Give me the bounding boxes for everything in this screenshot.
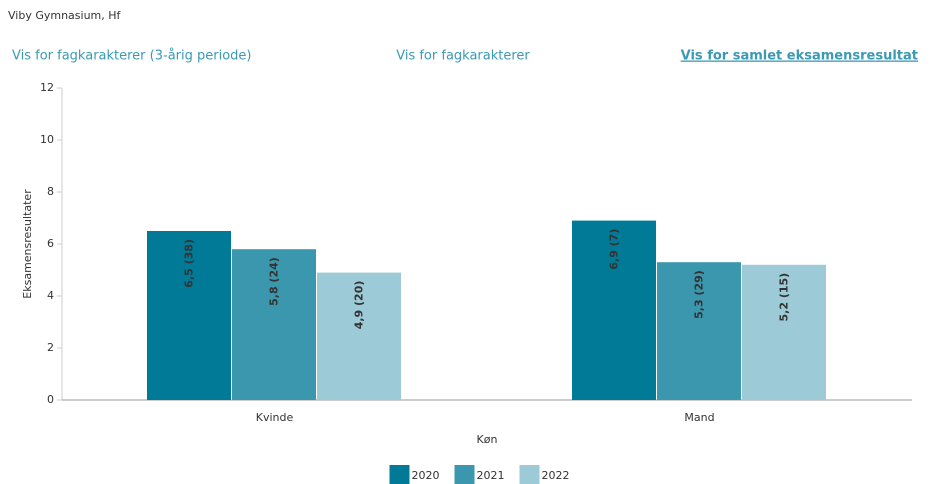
- x-axis-label: Køn: [477, 433, 498, 446]
- bar: [657, 262, 741, 400]
- legend-label: 2021: [477, 469, 505, 482]
- legend-label: 2020: [412, 469, 440, 482]
- y-tick-label: 6: [47, 237, 54, 250]
- data-label: 4,9 (20): [353, 281, 366, 330]
- y-tick-label: 12: [40, 81, 54, 94]
- bar: [317, 272, 401, 400]
- y-tick-label: 8: [47, 185, 54, 198]
- data-label: 5,3 (29): [693, 270, 706, 319]
- data-label: 5,8 (24): [268, 257, 281, 306]
- y-tick-label: 0: [47, 393, 54, 406]
- tab[interactable]: Vis for fagkarakterer (3-årig periode): [12, 49, 251, 64]
- y-tick-label: 2: [47, 341, 54, 354]
- page-title: Viby Gymnasium, Hf: [8, 9, 122, 22]
- y-tick-label: 10: [40, 133, 54, 146]
- x-tick-label: Kvinde: [256, 411, 294, 424]
- legend-swatch: [389, 465, 410, 484]
- tab[interactable]: Vis for fagkarakterer: [396, 49, 530, 64]
- legend-swatch: [454, 465, 475, 484]
- data-label: 6,9 (7): [608, 229, 621, 270]
- tab-active[interactable]: Vis for samlet eksamensresultat: [681, 49, 918, 64]
- y-axis-label: Eksamensresultater: [21, 189, 34, 299]
- x-tick-label: Mand: [684, 411, 714, 424]
- y-tick-label: 4: [47, 289, 54, 302]
- data-label: 6,5 (38): [183, 239, 196, 288]
- legend-swatch: [519, 465, 540, 484]
- legend-label: 2022: [542, 469, 570, 482]
- bar: [742, 264, 826, 400]
- data-label: 5,2 (15): [778, 273, 791, 322]
- bar: [232, 249, 316, 400]
- bar: [572, 220, 656, 400]
- bar: [147, 231, 231, 400]
